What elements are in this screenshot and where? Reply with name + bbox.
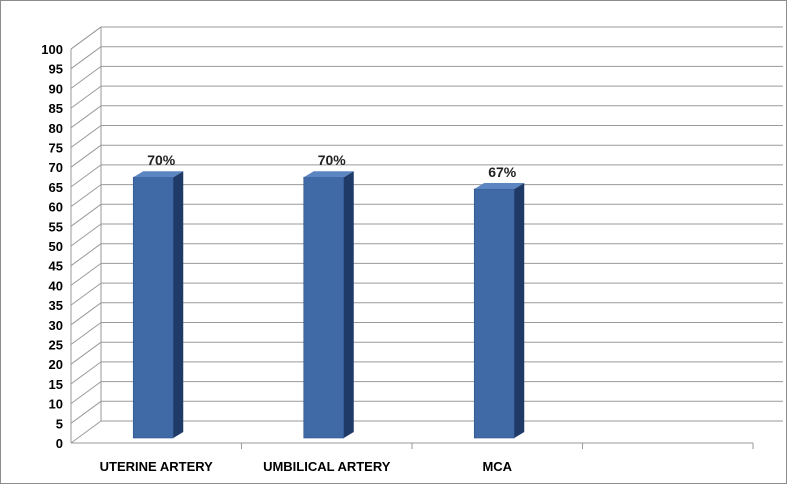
gridline-depth-85 [70,85,102,109]
y-tick-label: 95 [49,62,63,77]
gridline-depth-80 [70,105,102,129]
bar-side [173,171,184,438]
y-tick-label: 30 [49,318,63,333]
label-layer: UTERINE ARTERY 70% UMBILICAL ARTERY 70% MCA 6… [100,152,517,474]
axis-layer: 0 5 10 15 20 25 30 35 40 45 50 55 60 65 70 75 80 85 90 95 10… [41,26,754,451]
gridline-depth-10 [70,381,102,405]
gridline-depth-0 [70,420,102,444]
gridline-depth-50 [70,223,102,247]
bar-layer [132,171,525,439]
bar-top [133,171,184,178]
y-tick-label: 90 [49,81,63,96]
y-tick-label: 50 [49,239,63,254]
gridline-depth-15 [70,361,102,385]
gridline-depth-35 [70,282,102,306]
y-tick-label: 25 [49,338,63,353]
y-tick-label: 40 [49,278,63,293]
x-tick-label: UTERINE ARTERY [100,459,213,474]
gridline-depth-75 [70,125,102,148]
gridline-depth-45 [70,243,102,267]
bar-side [514,183,525,438]
grid-layer [70,26,783,444]
bar-top [303,171,354,178]
gridline-depth-55 [70,203,102,227]
gridline-depth-90 [70,65,102,89]
x-tick-label: UMBILICAL ARTERY [263,459,391,474]
gridline-depth-25 [70,322,102,345]
bar [132,176,174,439]
y-tick-label: 20 [49,357,63,372]
gridline-depth-95 [70,46,102,70]
data-label: 67% [488,164,517,180]
gridline-depth-5 [70,400,102,424]
bar [303,176,345,439]
gridline-depth-60 [70,184,102,208]
bar-side [343,171,354,438]
y-tick-label: 55 [49,219,63,234]
gridline-depth-70 [70,144,102,168]
gridline-depth-65 [70,164,102,188]
y-tick-label: 10 [49,397,63,412]
y-tick-label: 100 [41,42,63,57]
gridline-depth-30 [70,302,102,326]
data-label: 70% [147,152,176,168]
y-tick-label: 45 [49,259,63,274]
y-tick-label: 60 [49,200,63,215]
x-tick-label: MCA [482,459,512,474]
y-tick-label: 80 [49,121,63,136]
y-tick-label: 85 [49,101,63,116]
y-tick-label: 65 [49,180,63,195]
gridline-depth-40 [70,262,102,286]
y-tick-label: 75 [49,141,63,156]
data-label: 70% [318,152,347,168]
y-tick-label: 35 [49,298,63,313]
y-tick-label: 5 [56,416,63,431]
gridline-depth-20 [70,341,102,365]
y-tick-label: 70 [49,160,63,175]
y-tick-label: 0 [56,436,63,451]
bar [473,188,515,439]
y-tick-label: 15 [49,377,63,392]
bar-top [474,183,525,190]
top-depth-edge [70,26,102,50]
